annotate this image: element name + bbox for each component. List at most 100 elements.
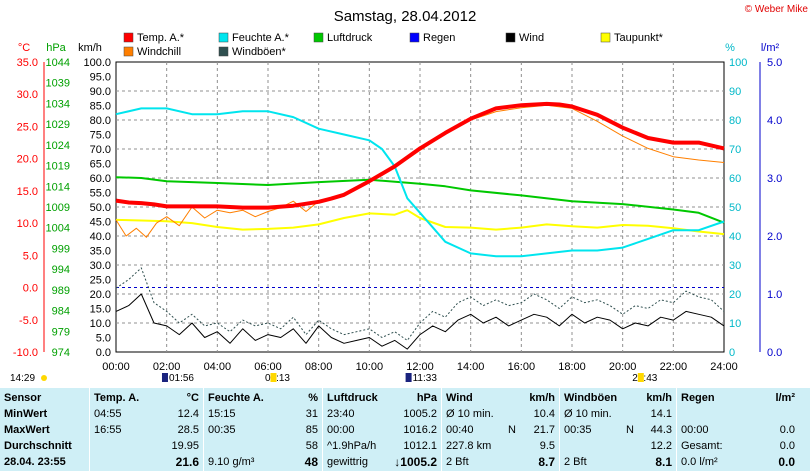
tick-labels: 35.0 30.0 25.0 20.0 15.0 10.0 5.0 0.0 -5.0 -10.0 1…: [13, 57, 782, 373]
series-line-wind: [115, 293, 725, 350]
pressure-max-time: 00:00: [327, 424, 355, 436]
wind-tick-label: 65.0: [90, 159, 111, 171]
wind-distance: 227.8 km: [446, 440, 492, 452]
sunrise-icon: [637, 373, 644, 382]
wind-tick-label: 0.0: [96, 347, 111, 359]
sun-event-label: 20:43: [632, 373, 657, 384]
temp-tick-label: 20.0: [17, 154, 38, 166]
gust-avg10-label: Ø 10 min.: [564, 408, 612, 420]
wind-tick-label: 85.0: [90, 101, 111, 113]
x-tick-label: 08:00: [305, 361, 333, 373]
moon-icon: [161, 373, 168, 382]
pressure-tick-label: 1029: [46, 119, 70, 131]
rain-max-time: 00:00: [681, 424, 709, 436]
wind-tick-label: 70.0: [90, 144, 111, 156]
temp-header: Temp. A.: [94, 392, 140, 404]
wind-avg-value: 9.5: [539, 440, 555, 452]
stats-col-sensor: Sensor MinWert MaxWert Durchschnitt 28.0…: [0, 388, 88, 471]
legend-swatch: [123, 46, 134, 57]
series-line-luftdruck: [115, 176, 725, 224]
temp-unit: °C: [186, 392, 199, 404]
pressure-tick-label: 994: [52, 264, 70, 276]
rain-current-text: 0.0 l/m²: [681, 456, 718, 468]
wind-avg10-label: Ø 10 min.: [446, 408, 494, 420]
stats-col-gust: Windböen km/h Ø 10 min. 14.1 00:35 N 44.3 12…: [559, 388, 676, 471]
legend-swatch: [505, 32, 516, 43]
x-tick-label: 00:00: [102, 361, 130, 373]
wind-tick-label: 40.0: [90, 231, 111, 243]
legend-label: Taupunkt*: [614, 32, 664, 44]
pressure-trend: ^1.9hPa/h: [327, 440, 377, 452]
wind-max-value: 21.7: [533, 424, 555, 436]
wind-tick-label: 80.0: [90, 115, 111, 127]
sensor-row-max: MaxWert: [4, 424, 50, 436]
gust-header: Windböen: [564, 392, 618, 404]
legend-label: Temp. A.*: [137, 32, 185, 44]
humidity-tick-label: 70: [729, 144, 741, 156]
pressure-header: Luftdruck: [327, 392, 378, 404]
rain-current-value: 0.0: [778, 455, 795, 469]
series-line-windb-en: [115, 267, 725, 341]
rain-tick-label: 1.0: [767, 289, 782, 301]
sunrise-icon: [270, 373, 277, 382]
temp-min-value: 12.4: [177, 408, 199, 420]
wind-tick-label: 75.0: [90, 130, 111, 142]
legend-swatch: [409, 32, 420, 43]
sun-events: 14:29 01:56 06:13 11:33 20:43: [10, 373, 658, 384]
pressure-tick-label: 984: [52, 306, 70, 318]
sun-event-label: 01:56: [169, 373, 194, 384]
legend-label: Feuchte A.*: [232, 32, 290, 44]
wind-tick-label: 95.0: [90, 72, 111, 84]
sun-event-label: 14:29: [10, 373, 35, 384]
humidity-unit-label: %: [725, 42, 735, 54]
gust-max-value: 44.3: [650, 424, 672, 436]
gust-unit: km/h: [646, 392, 672, 404]
humidity-tick-label: 90: [729, 86, 741, 98]
legend-swatch: [218, 46, 229, 57]
series-line-taupunkt: [115, 209, 725, 236]
temp-tick-label: 30.0: [17, 89, 38, 101]
humidity-min-value: 31: [305, 408, 318, 420]
temp-tick-label: 15.0: [17, 186, 38, 198]
wind-beaufort: 2 Bft: [446, 456, 469, 468]
temp-tick-label: 0.0: [23, 283, 38, 295]
humidity-tick-label: 60: [729, 173, 741, 185]
rain-unit: l/m²: [775, 392, 795, 404]
pressure-current-value: ↓1005.2: [394, 455, 437, 469]
rain-unit-label: l/m²: [761, 42, 780, 54]
temp-unit-label: °C: [18, 42, 30, 54]
stats-col-humidity: Feuchte A.% 15:15 31 00:35 85 58 9.10 g/m³…: [203, 388, 322, 471]
rain-total-label: Gesamt:: [681, 440, 723, 452]
legend-swatch: [600, 32, 611, 43]
pressure-tick-label: 989: [52, 285, 70, 297]
temp-tick-label: -5.0: [19, 315, 38, 327]
x-tick-label: 14:00: [457, 361, 485, 373]
x-tick-label: 24:00: [710, 361, 738, 373]
legend-label: Regen: [423, 32, 455, 44]
x-tick-label: 16:00: [508, 361, 536, 373]
wind-tick-label: 15.0: [90, 304, 111, 316]
humidity-header: Feuchte A.: [208, 392, 264, 404]
sun-icon: [41, 375, 47, 381]
wind-tick-label: 90.0: [90, 86, 111, 98]
rain-header: Regen: [681, 392, 715, 404]
pressure-tick-label: 1014: [46, 181, 70, 193]
humidity-current-value: 48: [304, 455, 318, 469]
wind-unit-label: km/h: [78, 42, 102, 54]
gust-max-direction: N: [626, 424, 634, 436]
temp-tick-label: -10.0: [13, 347, 38, 359]
legend-swatch: [313, 32, 324, 43]
humidity-tick-label: 40: [729, 231, 741, 243]
pressure-tick-label: 1009: [46, 202, 70, 214]
pressure-tick-label: 974: [52, 347, 70, 359]
humidity-tick-label: 0: [729, 347, 735, 359]
humidity-min-time: 15:15: [208, 408, 236, 420]
rain-tick-label: 0.0: [767, 347, 782, 359]
stats-col-wind: Wind km/h Ø 10 min. 10.4 00:40 N 21.7 227.8 …: [441, 388, 559, 471]
humidity-tick-label: 30: [729, 260, 741, 272]
legend-swatch: [218, 32, 229, 43]
pressure-tick-label: 1004: [46, 223, 70, 235]
series-line-feuchte-a: [115, 107, 725, 258]
series-lines: [115, 101, 725, 350]
wind-tick-label: 30.0: [90, 260, 111, 272]
